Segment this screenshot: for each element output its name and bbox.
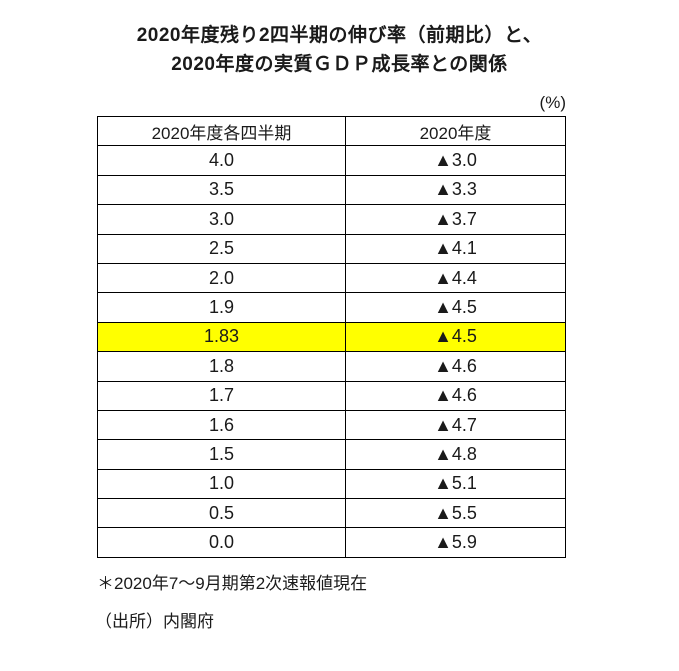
table-row: 2.5 ▲4.1 <box>96 233 566 264</box>
footnote-source: （出所）内閣府 <box>95 611 214 631</box>
quarterly-growth-cell: 1.5 <box>96 439 347 470</box>
annual-gdp-cell: ▲5.1 <box>345 468 566 500</box>
table-row: 2.0 ▲4.4 <box>96 262 566 294</box>
page-title-line-2: 2020年度の実質ＧＤＰ成長率との関係 <box>171 54 508 75</box>
annual-gdp-cell: ▲4.5 <box>345 321 566 353</box>
table-row: 1.8 ▲4.6 <box>96 351 566 382</box>
table-row: 1.6 ▲4.7 <box>96 409 566 441</box>
quarterly-growth-cell: 4.0 <box>96 145 347 176</box>
quarterly-growth-cell: 1.83 <box>96 321 347 353</box>
annual-gdp-cell: ▲4.1 <box>345 233 566 264</box>
unit-label: (%) <box>539 93 566 112</box>
annual-gdp-cell: ▲4.6 <box>345 351 566 382</box>
annual-gdp-cell: ▲3.7 <box>345 204 566 235</box>
header-cell-fiscal-year: 2020年度 <box>345 115 566 147</box>
quarterly-growth-cell: 0.5 <box>96 498 347 529</box>
table-row: 0.5 ▲5.5 <box>96 498 566 529</box>
quarterly-growth-cell: 1.8 <box>96 351 347 382</box>
table-row: 1.5 ▲4.8 <box>96 439 566 470</box>
table-row: 0.0 ▲5.9 <box>96 527 566 558</box>
annual-gdp-cell: ▲4.4 <box>345 262 566 294</box>
quarterly-growth-cell: 2.5 <box>96 233 347 264</box>
table-row: 4.0 ▲3.0 <box>96 145 566 176</box>
quarterly-growth-cell: 2.0 <box>96 262 347 294</box>
annual-gdp-cell: ▲5.5 <box>345 498 566 529</box>
header-cell-quarterly: 2020年度各四半期 <box>96 115 347 147</box>
annual-gdp-cell: ▲4.6 <box>345 380 566 411</box>
header-row: 2020年度各四半期 2020年度 <box>96 115 566 147</box>
quarterly-growth-cell: 3.0 <box>96 204 347 235</box>
table-row: 3.0 ▲3.7 <box>96 204 566 235</box>
quarterly-growth-cell: 1.0 <box>96 468 347 500</box>
table-row: 1.7 ▲4.6 <box>96 380 566 411</box>
quarterly-growth-cell: 1.6 <box>96 409 347 441</box>
quarterly-growth-cell: 1.7 <box>96 380 347 411</box>
footnote-note: ＊2020年7～9月期第2次速報値現在 <box>97 573 368 593</box>
data-table: 2020年度各四半期 2020年度 4.0 ▲3.0 3.5 ▲3.3 3.0 … <box>96 115 566 558</box>
annual-gdp-cell: ▲4.5 <box>345 292 566 323</box>
table-row: 1.0 ▲5.1 <box>96 468 566 500</box>
quarterly-growth-cell: 3.5 <box>96 174 347 206</box>
table-row: 1.9 ▲4.5 <box>96 292 566 323</box>
annual-gdp-cell: ▲3.3 <box>345 174 566 206</box>
annual-gdp-cell: ▲5.9 <box>345 527 566 558</box>
annual-gdp-cell: ▲4.8 <box>345 439 566 470</box>
quarterly-growth-cell: 1.9 <box>96 292 347 323</box>
annual-gdp-cell: ▲3.0 <box>345 145 566 176</box>
quarterly-growth-cell: 0.0 <box>96 527 347 558</box>
annual-gdp-cell: ▲4.7 <box>345 409 566 441</box>
page-title: 2020年度残り2四半期の伸び率（前期比）と、 2020年度の実質ＧＤＰ成長率と… <box>0 0 679 79</box>
table-row: 3.5 ▲3.3 <box>96 174 566 206</box>
page-title-line-1: 2020年度残り2四半期の伸び率（前期比）と、 <box>136 25 543 46</box>
table-row-highlighted: 1.83 ▲4.5 <box>96 321 566 353</box>
